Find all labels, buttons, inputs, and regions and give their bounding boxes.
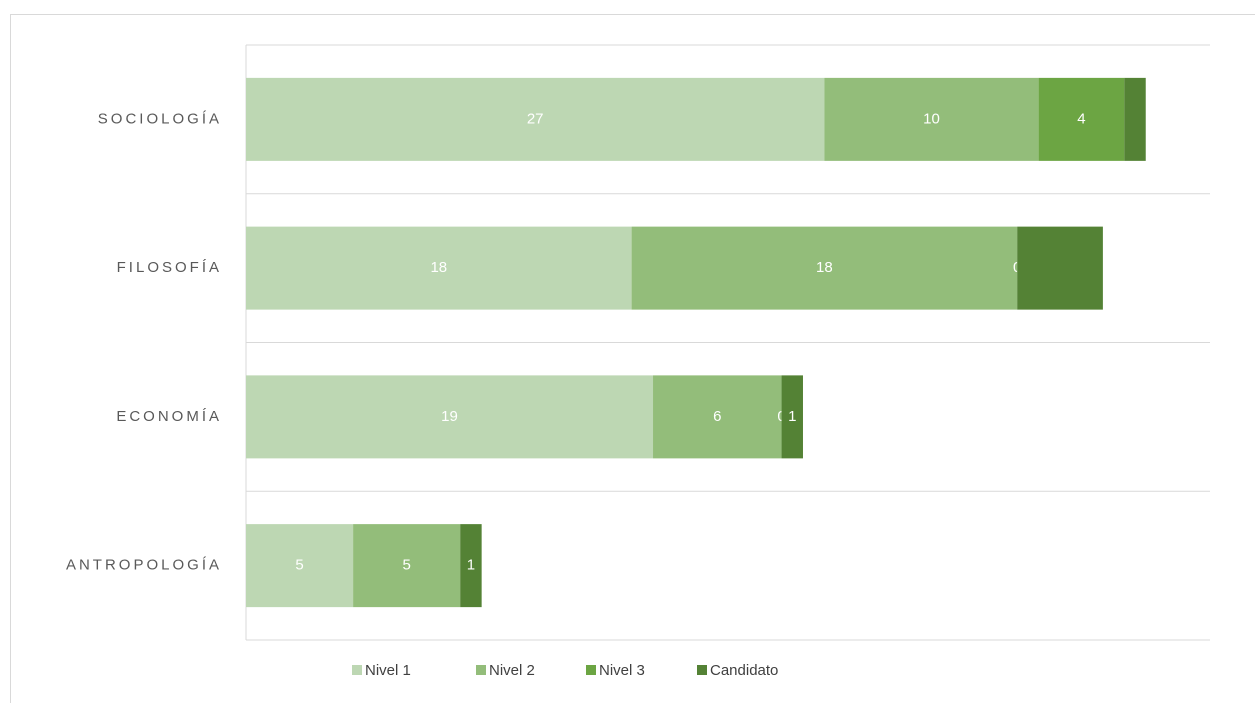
chart-frame (10, 14, 1255, 703)
data-label: 5 (402, 557, 410, 574)
category-label: FILOSOFÍA (117, 259, 222, 276)
data-label: 27 (527, 110, 544, 127)
data-label: 18 (816, 259, 833, 276)
bar-segment (246, 524, 354, 608)
legend-swatch (476, 665, 486, 675)
bar-segment (631, 226, 1018, 310)
legend-label: Nivel 1 (365, 662, 411, 679)
data-label: 4 (1077, 110, 1085, 127)
legend-label: Nivel 3 (599, 662, 645, 679)
bar-segment (246, 77, 825, 161)
bar-segment (824, 77, 1039, 161)
category-label: ECONOMÍA (116, 408, 222, 425)
bar-segment (1124, 77, 1146, 161)
bar-segment (781, 375, 803, 459)
legend-label: Nivel 2 (489, 662, 535, 679)
data-label: 10 (923, 110, 940, 127)
bar-segment (246, 226, 632, 310)
bar-segment (353, 524, 461, 608)
data-label: 6 (713, 408, 721, 425)
legend-swatch (352, 665, 362, 675)
data-label: 1 (467, 557, 475, 574)
bar-segment (1038, 77, 1125, 161)
data-label: 19 (441, 408, 458, 425)
data-label: 5 (295, 557, 303, 574)
legend-swatch (586, 665, 596, 675)
data-label: 1 (788, 408, 796, 425)
category-label: ANTROPOLOGÍA (66, 557, 222, 574)
bar-segment (460, 524, 482, 608)
bar-segment (1017, 226, 1103, 310)
data-label: 18 (430, 259, 447, 276)
legend-label: Candidato (710, 662, 778, 679)
category-label: SOCIOLOGÍA (98, 110, 222, 127)
legend-swatch (697, 665, 707, 675)
bar-segment (653, 375, 782, 459)
bar-segment (246, 375, 654, 459)
